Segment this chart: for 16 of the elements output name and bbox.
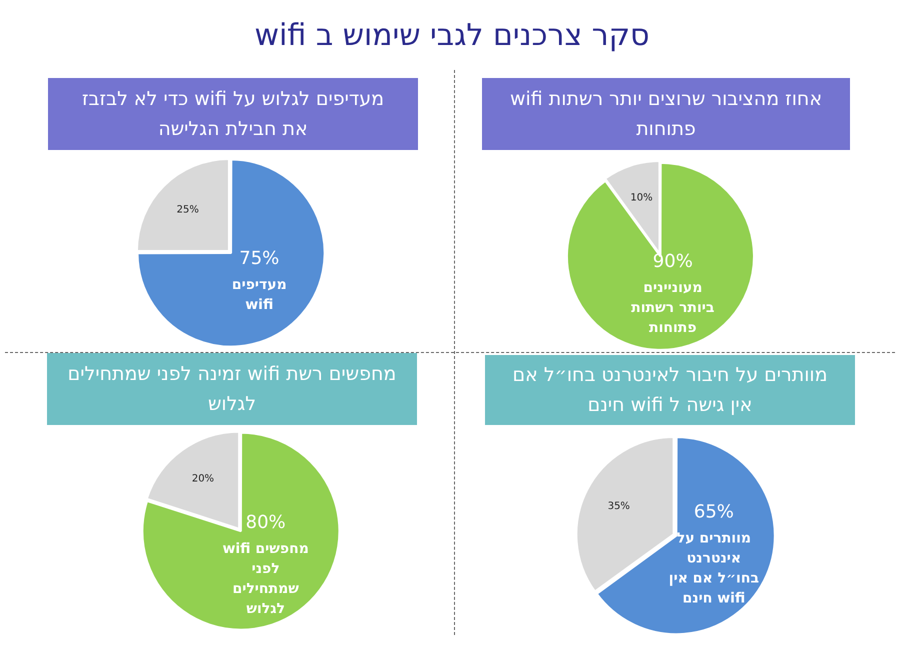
chart-title: אחוז מהציבור שרוצים יותר רשתות wifi פתוחות — [482, 78, 850, 150]
chart-title: מחפשים רשת wifi זמינה לפני שמתחילים לגלוש — [47, 353, 417, 425]
chart-title: מעדיפים לגלוש על wifi כדי לא לבזבז את חבילת הגלישה — [48, 78, 418, 150]
data-label: 90% — [652, 251, 693, 272]
slice-label: מוותרים על אינטרנט בחו״ל אם אין wifi חינם — [668, 530, 759, 606]
chart-title: מוותרים על חיבור לאינטרנט בחו״ל אם אין גישה ל wifi חינם — [485, 355, 855, 425]
data-label: 20% — [192, 474, 214, 485]
data-label: 35% — [608, 500, 630, 512]
data-label: 25% — [176, 204, 199, 216]
data-label: 65% — [694, 501, 734, 522]
data-label: 75% — [239, 248, 280, 269]
data-label: 80% — [246, 512, 286, 533]
data-label: 10% — [630, 192, 653, 204]
slice-label: מחפשים wifi לפני שמתחילים לגלוש — [222, 540, 309, 617]
text: סקר צרכנים לגבי שימוש ב wifi — [254, 18, 650, 53]
slice-label: מעוניינים ביותר רשתות פתוחות — [631, 280, 714, 336]
